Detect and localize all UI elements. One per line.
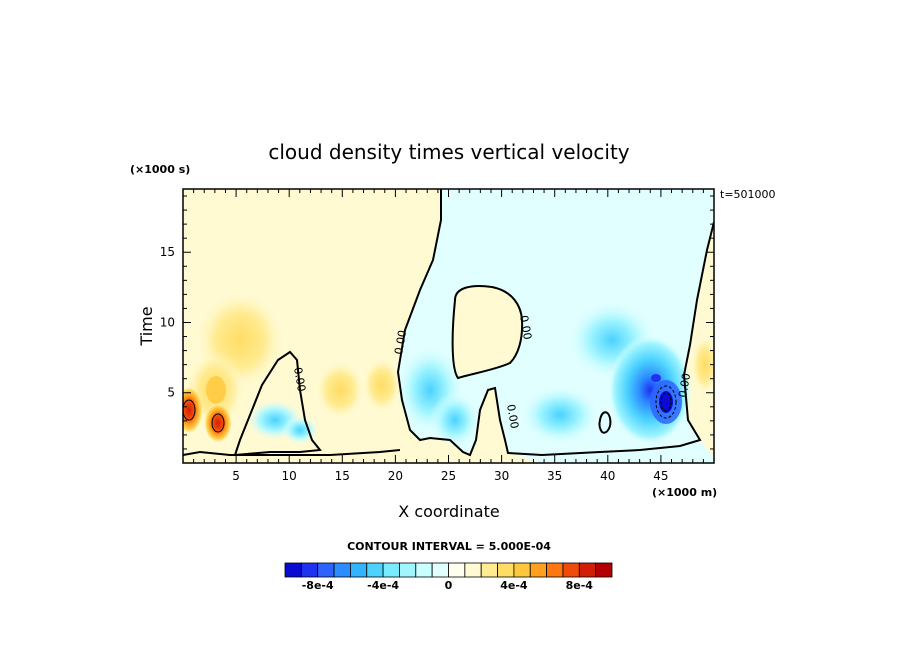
colorbar-swatch [480, 562, 498, 578]
chart-title: cloud density times vertical velocity [268, 140, 629, 164]
negative-contour-1 [655, 385, 677, 419]
plot-area [183, 189, 714, 463]
field-feature-red-1 [183, 386, 203, 434]
zero-contour-main [396, 189, 714, 457]
colorbar-swatch [562, 562, 580, 578]
colorbar-swatch [513, 562, 531, 578]
colorbar-swatch [366, 562, 384, 578]
colorbar-swatch [399, 562, 417, 578]
field-feature-red-2 [204, 403, 232, 443]
colorbar-swatch [595, 562, 613, 578]
x-axis-label: X coordinate [398, 502, 499, 521]
colorbar-swatch [464, 562, 482, 578]
colorbar-tick-label: 4e-4 [500, 579, 528, 592]
colorbar-swatch [546, 562, 564, 578]
colorbar-tick-label: 0 [445, 579, 453, 592]
colorbar-swatch [317, 562, 335, 578]
colorbar-tick-label: 8e-4 [566, 579, 594, 592]
contour-label-5: 0.00 [676, 372, 693, 398]
colorbar [284, 562, 613, 578]
x-axis-ticks: 5 10 15 20 25 30 35 40 45 [193, 189, 704, 483]
positive-contours [183, 399, 225, 433]
field-feature-yellow-4 [362, 357, 402, 413]
colorbar-labels: -8e-4 -4e-4 0 4e-4 8e-4 [302, 579, 594, 592]
field-feature-blue-small [651, 374, 661, 382]
field-feature-yellow-3 [315, 360, 365, 420]
colorbar-swatch [284, 562, 302, 578]
colorbar-swatch [349, 562, 368, 578]
x-tick-label: 15 [335, 469, 350, 483]
y-tick-label: 15 [160, 245, 175, 259]
y-tick-label: 10 [160, 315, 175, 329]
contour-label-1: 0.00 [392, 329, 409, 355]
contour-label-2: 0.00 [517, 314, 534, 340]
colorbar-swatch [578, 562, 597, 578]
colorbar-swatch [448, 562, 466, 578]
positive-contour-1 [183, 399, 196, 421]
x-unit-label: (×1000 m) [652, 486, 717, 499]
y-unit-label: (×1000 s) [130, 163, 190, 176]
field-feature-cyan-5 [520, 385, 600, 445]
zero-contour-bottom [183, 449, 401, 456]
colorbar-swatch [529, 562, 548, 578]
x-tick-label: 45 [653, 469, 668, 483]
y-tick-label: 5 [167, 386, 175, 400]
colorbar-tick-label: -8e-4 [302, 579, 334, 592]
contour-label-3: 0.00 [291, 366, 308, 392]
zero-contours [183, 189, 714, 457]
colorbar-swatch [431, 562, 449, 578]
contour-interval-label: CONTOUR INTERVAL = 5.000E-04 [347, 540, 551, 553]
colorbar-swatch [382, 562, 400, 578]
y-axis-ticks: 5 10 15 [160, 195, 714, 450]
colorbar-swatch [300, 562, 319, 578]
negative-contours [655, 385, 677, 419]
field-feature-yellow-5 [691, 335, 714, 395]
zero-contour-left [233, 350, 322, 457]
x-tick-label: 30 [494, 469, 509, 483]
contour-label-4: 0.00 [504, 403, 521, 429]
positive-contour-2 [211, 413, 225, 433]
colorbar-swatch [333, 562, 351, 578]
time-annotation: t=501000 [720, 188, 776, 201]
field-feature-cyan-4 [430, 392, 480, 448]
x-tick-label: 5 [232, 469, 240, 483]
x-tick-label: 35 [547, 469, 562, 483]
y-axis-label: Time [137, 306, 156, 346]
x-tick-label: 40 [600, 469, 615, 483]
x-tick-label: 25 [441, 469, 456, 483]
colorbar-swatch [497, 562, 515, 578]
field-feature-orange-1 [206, 376, 226, 404]
colorbar-swatch [415, 562, 433, 578]
colorbar-tick-label: -4e-4 [367, 579, 399, 592]
zero-contour-bubble [451, 285, 524, 380]
x-tick-label: 20 [388, 469, 403, 483]
zero-contour-small [598, 411, 612, 434]
negative-contour-2 [660, 392, 672, 412]
field-positive-bubble [452, 286, 523, 378]
x-tick-label: 10 [282, 469, 297, 483]
field-feature-cyan-2 [282, 416, 318, 444]
